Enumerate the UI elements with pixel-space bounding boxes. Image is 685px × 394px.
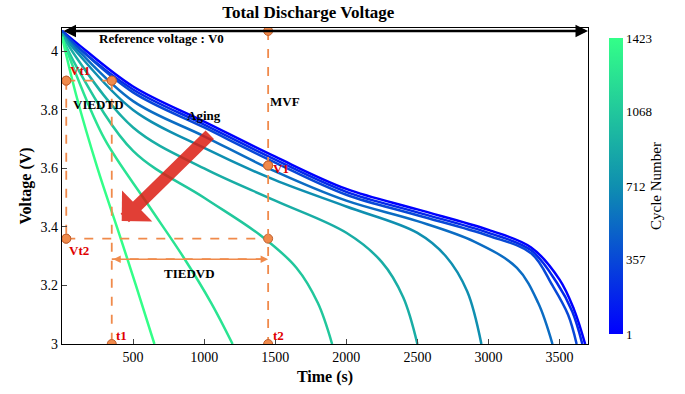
svg-text:Vt1: Vt1 [70,63,90,78]
svg-text:2500: 2500 [403,350,431,365]
svg-text:MVF: MVF [270,94,300,109]
svg-text:t1: t1 [116,328,127,343]
svg-text:3.4: 3.4 [41,220,59,235]
svg-text:VIEDTD: VIEDTD [73,97,124,112]
svg-text:Voltage (V): Voltage (V) [17,147,35,224]
svg-text:Cycle Number: Cycle Number [648,142,664,230]
svg-text:3000: 3000 [474,350,502,365]
svg-text:3500: 3500 [546,350,574,365]
svg-text:1500: 1500 [261,350,289,365]
svg-text:1: 1 [626,327,633,342]
svg-text:1000: 1000 [190,350,218,365]
svg-text:Time (s): Time (s) [297,368,353,386]
svg-text:2000: 2000 [332,350,360,365]
svg-text:1068: 1068 [626,104,652,119]
svg-text:Reference voltage : V0: Reference voltage : V0 [99,31,224,46]
svg-text:712: 712 [626,179,646,194]
svg-text:TIEDVD: TIEDVD [164,266,215,281]
svg-text:1423: 1423 [626,31,652,46]
svg-text:V1: V1 [273,161,289,176]
svg-text:3: 3 [51,337,58,352]
svg-text:t2: t2 [273,328,284,343]
svg-text:500: 500 [123,350,144,365]
svg-text:3.8: 3.8 [41,103,59,118]
svg-text:3.6: 3.6 [41,161,59,176]
svg-text:Aging: Aging [187,108,221,123]
svg-text:3.2: 3.2 [41,278,59,293]
svg-text:Total Discharge Voltage: Total Discharge Voltage [222,3,395,22]
svg-text:357: 357 [626,252,646,267]
svg-text:4: 4 [51,44,58,59]
svg-text:Vt2: Vt2 [69,243,89,258]
